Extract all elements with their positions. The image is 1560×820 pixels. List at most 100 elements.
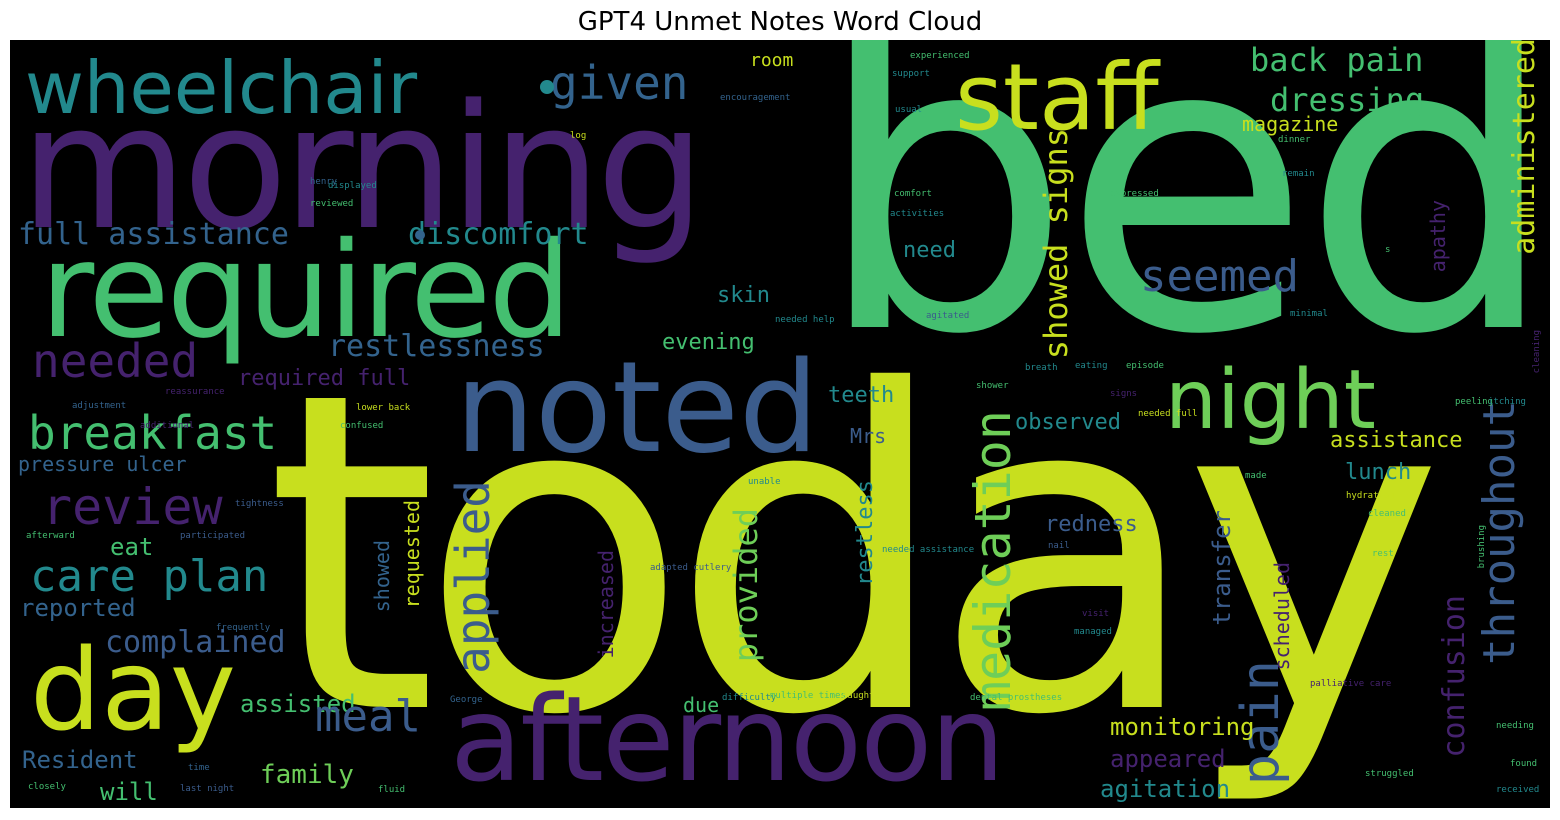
word-mrs: Mrs: [850, 424, 887, 448]
word-adjustment: adjustment: [72, 401, 127, 411]
word-episode: episode: [1126, 361, 1164, 371]
word-agitation: agitation: [1100, 775, 1231, 803]
word-adapted-cutlery: adapted cutlery: [650, 563, 732, 573]
word-scheduled: scheduled: [1270, 562, 1294, 671]
word-fluid: fluid: [378, 785, 406, 795]
word-apathy: apathy: [1426, 200, 1450, 273]
word-appeared: appeared: [1110, 745, 1226, 773]
word-nail: nail: [1048, 541, 1070, 551]
word-needed-assistance: needed assistance: [882, 545, 975, 555]
word-needed: needed: [32, 334, 199, 388]
word-transfer: transfer: [1208, 510, 1236, 626]
word-review: review: [42, 478, 223, 536]
word-bed: bed: [815, 40, 1550, 423]
word-showed: showed: [370, 540, 394, 613]
word-wheelchair: wheelchair: [25, 46, 418, 130]
word-room: room: [750, 50, 794, 71]
word-peeling: peeling: [1455, 397, 1493, 407]
word-given: given: [550, 56, 689, 110]
word-care-plan: care plan: [30, 551, 269, 602]
word-breath: breath: [1025, 363, 1058, 373]
word-full-assistance: full assistance: [18, 217, 289, 252]
word-noted: noted: [455, 334, 819, 481]
word-visit: visit: [1082, 609, 1110, 619]
word-will: will: [100, 778, 158, 806]
word-reviewed: reviewed: [310, 199, 354, 209]
word-afternoon: afternoon: [450, 670, 1005, 808]
word-daughter: daughter: [842, 691, 886, 701]
decorative-dot: [540, 80, 554, 94]
word-night: night: [1165, 353, 1376, 448]
word-provided: provided: [727, 508, 765, 663]
word-displayed: displayed: [328, 181, 377, 191]
word-frequently: frequently: [216, 623, 271, 633]
word-needing: needing: [1496, 721, 1534, 731]
word-restlessness: restlessness: [328, 329, 545, 364]
word-s: s: [1385, 245, 1391, 255]
word-needed-help: needed help: [775, 315, 835, 325]
word-required: required: [40, 214, 572, 368]
word-agitated: agitated: [926, 311, 970, 321]
word-signs: signs: [1110, 389, 1138, 399]
word-evening: evening: [662, 330, 755, 355]
word-experienced: experienced: [910, 51, 970, 61]
word-medication: medication: [964, 410, 1022, 712]
word-cleaning: cleaning: [1532, 330, 1542, 374]
word-comfort: comfort: [894, 189, 932, 199]
word-confused: confused: [340, 421, 384, 431]
word-last-night: last night: [180, 784, 235, 794]
word-lower-back: lower back: [356, 403, 411, 413]
word-found: found: [1510, 759, 1538, 769]
decorative-dot: [415, 230, 425, 240]
word-back-pain: back pain: [1250, 41, 1424, 79]
word-assisted: assisted: [240, 690, 356, 718]
word-redness: redness: [1045, 512, 1138, 537]
word-unable: unable: [748, 477, 781, 487]
word-due: due: [683, 693, 720, 717]
word-reported: reported: [20, 594, 136, 622]
word-discomfort: discomfort: [408, 217, 589, 252]
word-reassurance: reassurance: [165, 387, 225, 397]
word-struggled: struggled: [1365, 769, 1414, 779]
word-multiple-times: multiple times: [770, 691, 846, 701]
word-usual: usual: [895, 105, 923, 115]
word-log: log: [570, 131, 587, 141]
word-requested: requested: [400, 500, 424, 609]
word-cloud: today bed morning required noted afterno…: [10, 40, 1550, 808]
word-observed: observed: [1015, 410, 1121, 435]
word-required-full: required full: [238, 366, 411, 391]
word-activities: activities: [890, 209, 945, 219]
word-shower: shower: [976, 381, 1009, 391]
word-remain: remain: [1282, 169, 1315, 179]
word-henry: henry: [310, 177, 338, 187]
word-dressing: dressing: [1270, 81, 1425, 119]
word-additional: additional: [140, 421, 195, 431]
word-administered: administered: [1507, 40, 1542, 255]
word-teeth: teeth: [828, 383, 895, 408]
word-needed-full: needed full: [1138, 409, 1198, 419]
word-expressed: expressed: [1110, 189, 1159, 199]
chart-title: GPT4 Unmet Notes Word Cloud: [577, 7, 983, 37]
word-eating: eating: [1075, 361, 1108, 371]
word-increased: increased: [594, 550, 618, 659]
word-morning: morning: [20, 67, 705, 268]
word-magazine: magazine: [1242, 112, 1339, 136]
word-closely: closely: [28, 782, 66, 792]
word-breakfast: breakfast: [28, 406, 278, 460]
word-cleaned: cleaned: [1368, 509, 1406, 519]
word-time: time: [188, 763, 210, 773]
word-rest: rest: [1372, 549, 1394, 559]
word-tightness: tightness: [235, 499, 284, 509]
word-received: received: [1496, 785, 1540, 795]
word-itching: itching: [1488, 397, 1526, 407]
word-skin: skin: [717, 283, 770, 308]
word-palliative-care: palliative care: [1310, 679, 1392, 689]
word-minimal: minimal: [1290, 309, 1328, 319]
word-pressure-ulcer: pressure ulcer: [18, 452, 187, 476]
word-made: made: [1245, 471, 1267, 481]
word-meal: meal: [315, 691, 421, 742]
word-support: support: [892, 69, 930, 79]
word-encouragement: encouragement: [720, 93, 791, 103]
word-brushing: brushing: [1477, 525, 1487, 569]
word-today: today: [265, 299, 1444, 808]
